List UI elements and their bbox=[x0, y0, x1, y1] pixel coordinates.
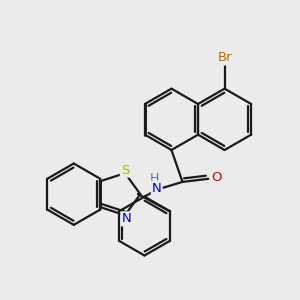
Text: O: O bbox=[212, 171, 222, 184]
Text: N: N bbox=[152, 182, 162, 194]
Text: S: S bbox=[121, 164, 129, 177]
Text: Br: Br bbox=[217, 52, 232, 64]
Text: H: H bbox=[150, 172, 160, 185]
Text: N: N bbox=[122, 212, 131, 225]
